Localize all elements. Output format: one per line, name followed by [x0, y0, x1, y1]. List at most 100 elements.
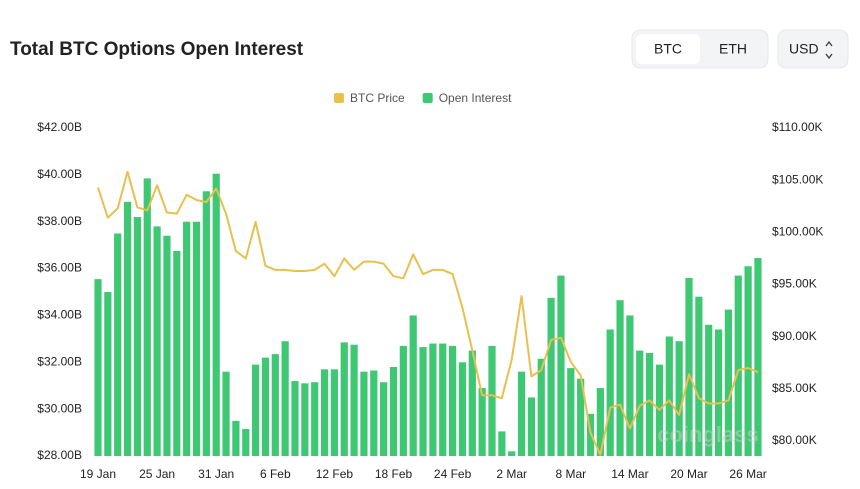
- bar: [133, 217, 141, 456]
- bar: [370, 370, 378, 456]
- y2-tick-label: $105.00K: [772, 172, 823, 186]
- bar: [153, 226, 161, 456]
- legend-label: Open Interest: [439, 91, 512, 105]
- bar: [517, 371, 526, 456]
- bar: [389, 366, 398, 456]
- bar: [173, 251, 181, 456]
- legend-label: BTC Price: [350, 91, 405, 105]
- bar: [123, 201, 132, 456]
- bar: [143, 178, 151, 456]
- bar: [320, 369, 329, 456]
- bar: [695, 296, 703, 456]
- bar: [537, 358, 545, 456]
- bar: [577, 378, 585, 456]
- x-tick-label: 19 Jan: [80, 467, 116, 481]
- bar: [714, 329, 723, 456]
- y2-tick-label: $85.00K: [772, 381, 817, 395]
- currency-select[interactable]: [777, 29, 849, 69]
- tab-eth[interactable]: ETH: [719, 41, 747, 57]
- bar: [636, 350, 644, 456]
- bar: [675, 341, 683, 456]
- y-tick-label: $34.00B: [37, 308, 82, 322]
- x-tick-label: 20 Mar: [670, 467, 707, 481]
- bar: [114, 233, 122, 456]
- bar: [567, 368, 575, 456]
- bar: [498, 431, 506, 456]
- bar: [94, 279, 102, 456]
- x-tick-label: 24 Feb: [434, 467, 472, 481]
- chart-title: Total BTC Options Open Interest: [10, 39, 304, 60]
- bar: [754, 258, 762, 456]
- legend-swatch: [334, 93, 344, 103]
- bar: [508, 451, 516, 456]
- x-tick-label: 14 Mar: [611, 467, 648, 481]
- bar: [705, 324, 713, 456]
- x-tick-label: 26 Mar: [729, 467, 766, 481]
- y-tick-label: $32.00B: [37, 354, 82, 368]
- y2-tick-label: $110.00K: [772, 120, 823, 134]
- bar: [330, 369, 338, 456]
- y2-tick-label: $90.00K: [772, 329, 817, 343]
- bar: [488, 345, 496, 456]
- bar: [616, 300, 624, 456]
- watermark: coinglass: [657, 422, 758, 447]
- bar: [399, 345, 407, 456]
- bar: [449, 345, 457, 456]
- bar: [458, 362, 467, 456]
- bar: [281, 341, 289, 456]
- bar: [734, 275, 742, 456]
- bar: [104, 292, 112, 456]
- bar: [212, 173, 220, 456]
- y2-tick-label: $100.00K: [772, 225, 823, 239]
- y2-tick-label: $80.00K: [772, 433, 817, 447]
- price-line: [97, 170, 759, 456]
- bar: [242, 429, 250, 456]
- y2-tick-label: $95.00K: [772, 277, 817, 291]
- bar: [606, 329, 614, 456]
- bar: [724, 309, 732, 456]
- bar: [626, 315, 634, 456]
- bar: [665, 336, 673, 456]
- bar: [744, 266, 752, 456]
- bar: [350, 344, 358, 456]
- bar: [685, 277, 693, 456]
- bar: [596, 388, 604, 456]
- bar: [527, 397, 535, 456]
- bar: [557, 275, 565, 456]
- currency-label[interactable]: USD: [789, 41, 819, 57]
- bar: [301, 383, 309, 456]
- bar: [202, 191, 210, 456]
- bar: [380, 382, 388, 456]
- bar: [291, 381, 299, 456]
- bar: [252, 364, 260, 456]
- y-tick-label: $28.00B: [37, 448, 82, 462]
- bar: [271, 354, 279, 456]
- bar: [192, 221, 201, 456]
- y-tick-label: $38.00B: [37, 214, 82, 228]
- x-tick-label: 18 Feb: [375, 467, 413, 481]
- bar: [311, 382, 319, 456]
- bar: [183, 221, 191, 456]
- tab-btc[interactable]: BTC: [654, 41, 682, 57]
- bar: [409, 315, 417, 456]
- bar: [419, 347, 427, 456]
- y-tick-label: $36.00B: [37, 261, 82, 275]
- bar: [439, 343, 447, 456]
- y-tick-label: $42.00B: [37, 120, 82, 134]
- bar: [340, 342, 348, 456]
- bar: [163, 235, 171, 456]
- x-tick-label: 12 Feb: [316, 467, 354, 481]
- bar: [360, 371, 368, 456]
- bar: [261, 357, 270, 456]
- chevron-icon: [825, 40, 833, 60]
- bar: [468, 350, 476, 456]
- bar: [547, 297, 555, 456]
- y-tick-label: $30.00B: [37, 401, 82, 415]
- x-tick-label: 31 Jan: [198, 467, 234, 481]
- x-tick-label: 6 Feb: [260, 467, 291, 481]
- x-tick-label: 25 Jan: [139, 467, 175, 481]
- y-tick-label: $40.00B: [37, 167, 82, 181]
- legend-swatch: [422, 93, 433, 103]
